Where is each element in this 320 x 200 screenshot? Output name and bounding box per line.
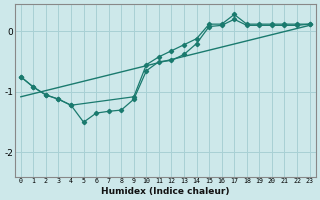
- X-axis label: Humidex (Indice chaleur): Humidex (Indice chaleur): [101, 187, 229, 196]
